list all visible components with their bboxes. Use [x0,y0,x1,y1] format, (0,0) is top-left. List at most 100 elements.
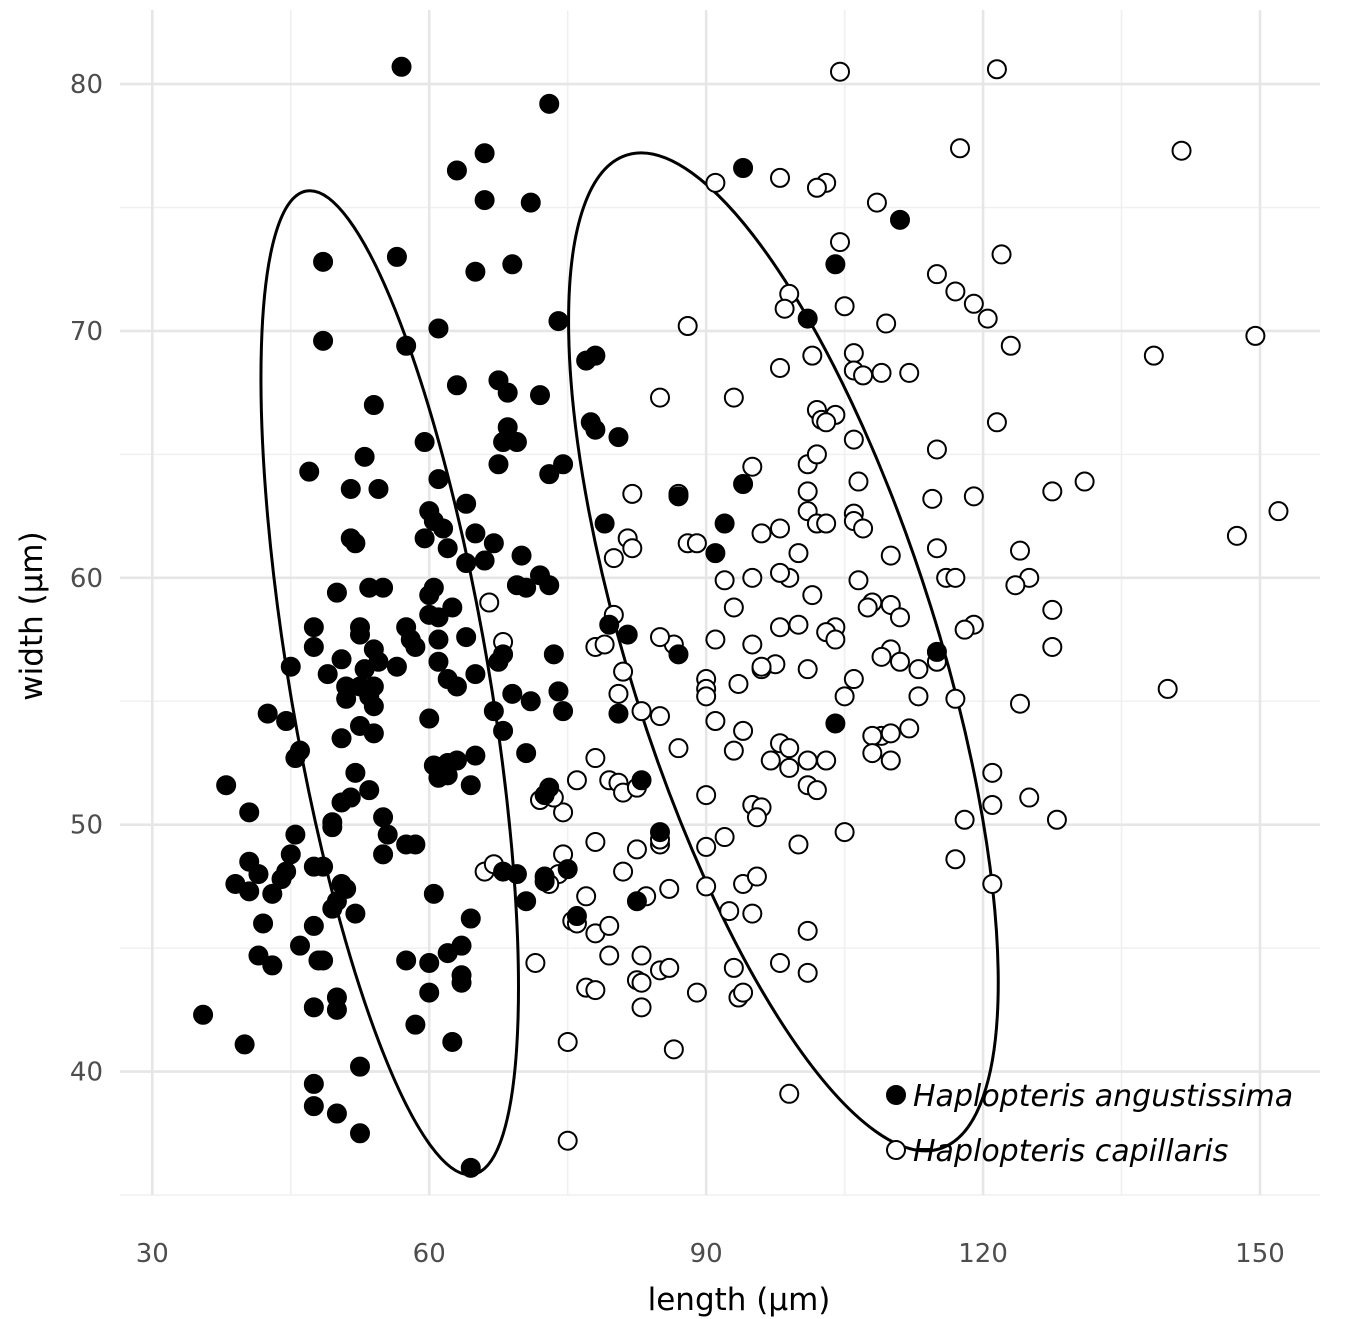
point-capillaris [977,308,998,329]
point-angustissima [419,585,440,606]
point-angustissima [373,844,394,865]
point-angustissima [511,545,532,566]
ellipse-angustissima [259,189,520,1177]
y-tick-label: 50 [70,811,103,841]
point-capillaris [843,343,864,364]
point-capillaris [622,483,643,504]
y-tick-label: 80 [70,70,103,100]
point-angustissima [262,883,283,904]
point-angustissima [668,644,689,665]
point-capillaris [788,614,809,635]
point-capillaris [585,748,606,769]
point-angustissima [396,335,417,356]
point-angustissima [303,617,324,638]
point-angustissima [405,1014,426,1035]
point-capillaris [797,659,818,680]
point-capillaris [631,972,652,993]
point-angustissima [890,209,910,230]
point-angustissima [363,696,384,717]
point-angustissima [825,254,846,275]
point-angustissima [405,636,426,657]
point-capillaris [876,313,897,334]
point-capillaris [566,770,587,791]
point-capillaris [770,167,790,188]
point-angustissima [326,582,347,603]
point-capillaris [650,627,670,648]
ellipse-capillaris [567,151,1000,1153]
point-capillaris [774,298,795,319]
point-capillaris [862,743,883,764]
point-capillaris [866,192,887,213]
point-capillaris [650,706,670,727]
point-angustissima [386,656,407,677]
point-angustissima [516,743,537,764]
point-angustissima [437,538,458,559]
point-angustissima [539,93,560,114]
point-angustissima [313,856,334,877]
point-capillaris [751,523,772,544]
legend-marker-capillaris [886,1140,906,1160]
point-capillaris [770,952,790,973]
point-capillaris [853,365,874,386]
point-angustissima [460,908,481,929]
point-capillaris [779,738,800,759]
point-angustissima [345,533,366,554]
point-angustissima [340,478,361,499]
point-capillaris [830,61,850,82]
point-angustissima [474,190,495,211]
point-angustissima [797,308,818,329]
point-capillaris [631,945,652,966]
point-capillaris [806,444,827,465]
point-capillaris [797,920,818,941]
point-capillaris [663,1039,684,1060]
point-capillaris [553,802,574,823]
point-angustissima [322,898,343,919]
point-angustissima [262,955,283,976]
point-angustissima [825,713,846,734]
point-capillaris [1042,481,1063,502]
point-capillaris [677,316,698,336]
minor-gridlines [120,10,1320,1196]
point-angustissima [442,1031,463,1052]
point-capillaris [830,232,850,253]
point-capillaris [525,952,546,973]
point-capillaris [806,177,827,198]
point-angustissima [433,518,454,539]
point-capillaris [1010,693,1030,714]
point-capillaris [1171,140,1192,161]
point-angustissima [446,676,467,697]
point-capillaris [668,738,689,759]
point-capillaris [899,718,920,739]
point-capillaris [926,264,947,285]
point-capillaris [871,646,892,667]
point-angustissima [530,385,550,406]
point-angustissima [456,627,477,648]
point-capillaris [686,982,707,1003]
point-capillaris [557,1130,578,1151]
point-angustissima [354,446,375,467]
point-angustissima [331,649,352,670]
point-capillaris [696,785,717,806]
point-capillaris [696,876,717,897]
point-angustissima [460,775,481,796]
point-capillaris [843,429,864,450]
point-capillaris [659,878,680,899]
x-tick-label: 120 [958,1239,1008,1269]
point-angustissima [576,350,597,371]
point-angustissima [419,708,440,729]
point-angustissima [428,318,449,339]
point-angustissima [303,997,324,1018]
point-capillaris [816,412,837,433]
y-tick-label: 70 [70,317,103,347]
point-capillaris [834,822,855,843]
point-angustissima [465,523,486,544]
point-angustissima [428,607,449,628]
point-capillaris [848,471,869,492]
point-capillaris [986,59,1007,80]
point-angustissima [423,883,444,904]
point-capillaris [982,762,1003,783]
point-angustissima [377,824,398,845]
point-angustissima [313,950,334,971]
point-capillaris [686,533,707,554]
point-angustissima [566,906,587,927]
